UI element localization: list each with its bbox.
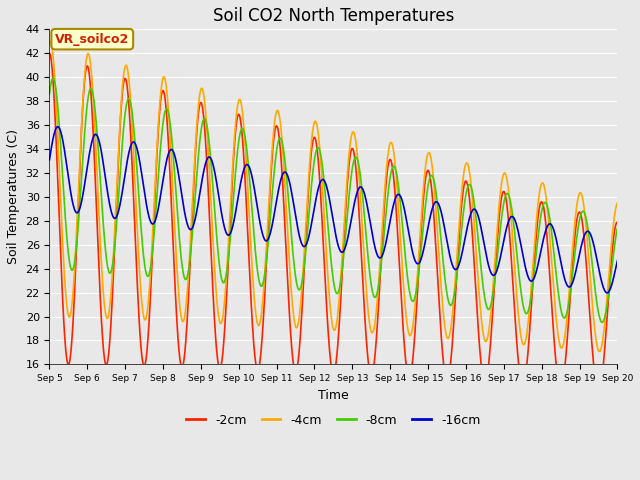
-2cm xyxy=(144,336,152,342)
-2cm xyxy=(541,214,549,220)
X-axis label: Time: Time xyxy=(318,389,349,402)
-4cm xyxy=(144,301,152,307)
-16cm xyxy=(541,229,549,235)
Legend: -2cm, -4cm, -8cm, -16cm: -2cm, -4cm, -8cm, -16cm xyxy=(181,409,485,432)
-8cm xyxy=(264,248,271,254)
-4cm xyxy=(45,40,53,46)
Line: -16cm: -16cm xyxy=(49,127,618,293)
-2cm xyxy=(602,324,610,330)
Text: VR_soilco2: VR_soilco2 xyxy=(55,33,129,46)
-16cm xyxy=(54,124,61,130)
Line: -4cm: -4cm xyxy=(49,42,618,351)
-4cm xyxy=(541,189,549,194)
-8cm xyxy=(49,75,57,81)
-4cm xyxy=(614,200,621,206)
-8cm xyxy=(45,91,53,97)
-8cm xyxy=(144,273,152,279)
Y-axis label: Soil Temperatures (C): Soil Temperatures (C) xyxy=(7,129,20,264)
-4cm xyxy=(46,39,54,45)
-8cm xyxy=(541,200,549,205)
-4cm xyxy=(111,233,118,239)
-4cm xyxy=(603,300,611,306)
-16cm xyxy=(604,290,611,296)
-8cm xyxy=(111,246,118,252)
-16cm xyxy=(111,216,118,221)
-8cm xyxy=(288,240,296,246)
-16cm xyxy=(144,210,152,216)
-16cm xyxy=(45,157,53,163)
-16cm xyxy=(264,238,271,243)
-16cm xyxy=(288,192,296,198)
Line: -2cm: -2cm xyxy=(49,53,618,391)
-4cm xyxy=(596,348,604,354)
-2cm xyxy=(45,50,53,56)
-8cm xyxy=(603,306,611,312)
-16cm xyxy=(614,258,621,264)
Line: -8cm: -8cm xyxy=(49,78,618,323)
-2cm xyxy=(614,219,621,225)
-4cm xyxy=(288,297,296,303)
-4cm xyxy=(264,226,271,231)
-2cm xyxy=(264,242,271,248)
Title: Soil CO2 North Temperatures: Soil CO2 North Temperatures xyxy=(212,7,454,25)
-2cm xyxy=(110,253,118,259)
-2cm xyxy=(288,347,296,352)
-8cm xyxy=(614,226,621,231)
-2cm xyxy=(595,388,602,394)
-16cm xyxy=(602,290,610,296)
-8cm xyxy=(598,320,606,325)
